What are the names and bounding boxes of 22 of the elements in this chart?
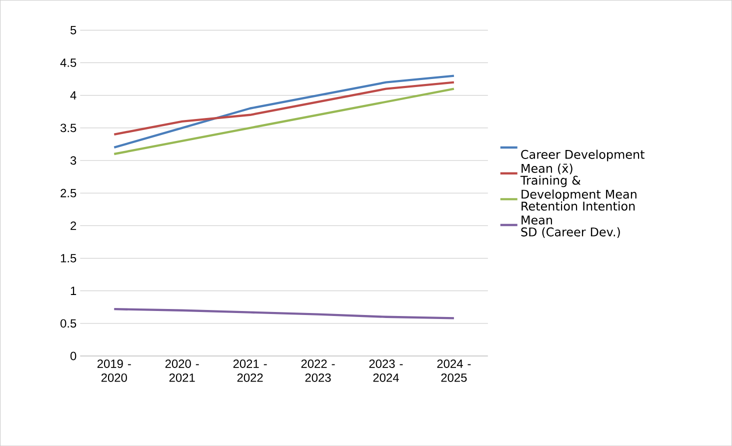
x-tick-label: 2022 - 2023 <box>301 359 335 382</box>
y-tick-label: 3 <box>70 156 76 165</box>
text: Retention Intention Mean <box>522 201 635 225</box>
y-tick-label: 2 <box>70 221 76 230</box>
x-tick-label: 2021 - 2022 <box>233 359 267 382</box>
x-tick-label: 2023 - 2024 <box>369 359 403 382</box>
y-tick-label: 3.5 <box>60 124 76 132</box>
y-tick-label: 0.5 <box>60 319 76 328</box>
y-tick-label: 4.5 <box>60 58 76 67</box>
y-tick-label: 2.5 <box>60 188 76 198</box>
y-tick-label: 1 <box>70 286 76 295</box>
text: Career Development Mean (x̄) <box>521 150 645 174</box>
y-tick-label: 4 <box>70 91 76 100</box>
x-tick-label: 2024 - 2025 <box>437 359 471 382</box>
line-series <box>113 308 456 320</box>
x-tick-label: 2019 - 2020 <box>97 359 131 382</box>
y-tick-label: 0 <box>70 352 76 360</box>
text: Training & Development Mean <box>520 175 636 201</box>
legend-label: SD (Career Dev.) <box>521 227 620 238</box>
y-tick-label: 5 <box>70 26 76 34</box>
y-tick-label: 1.5 <box>60 254 76 262</box>
x-tick-label: 2020 - 2021 <box>165 359 199 382</box>
